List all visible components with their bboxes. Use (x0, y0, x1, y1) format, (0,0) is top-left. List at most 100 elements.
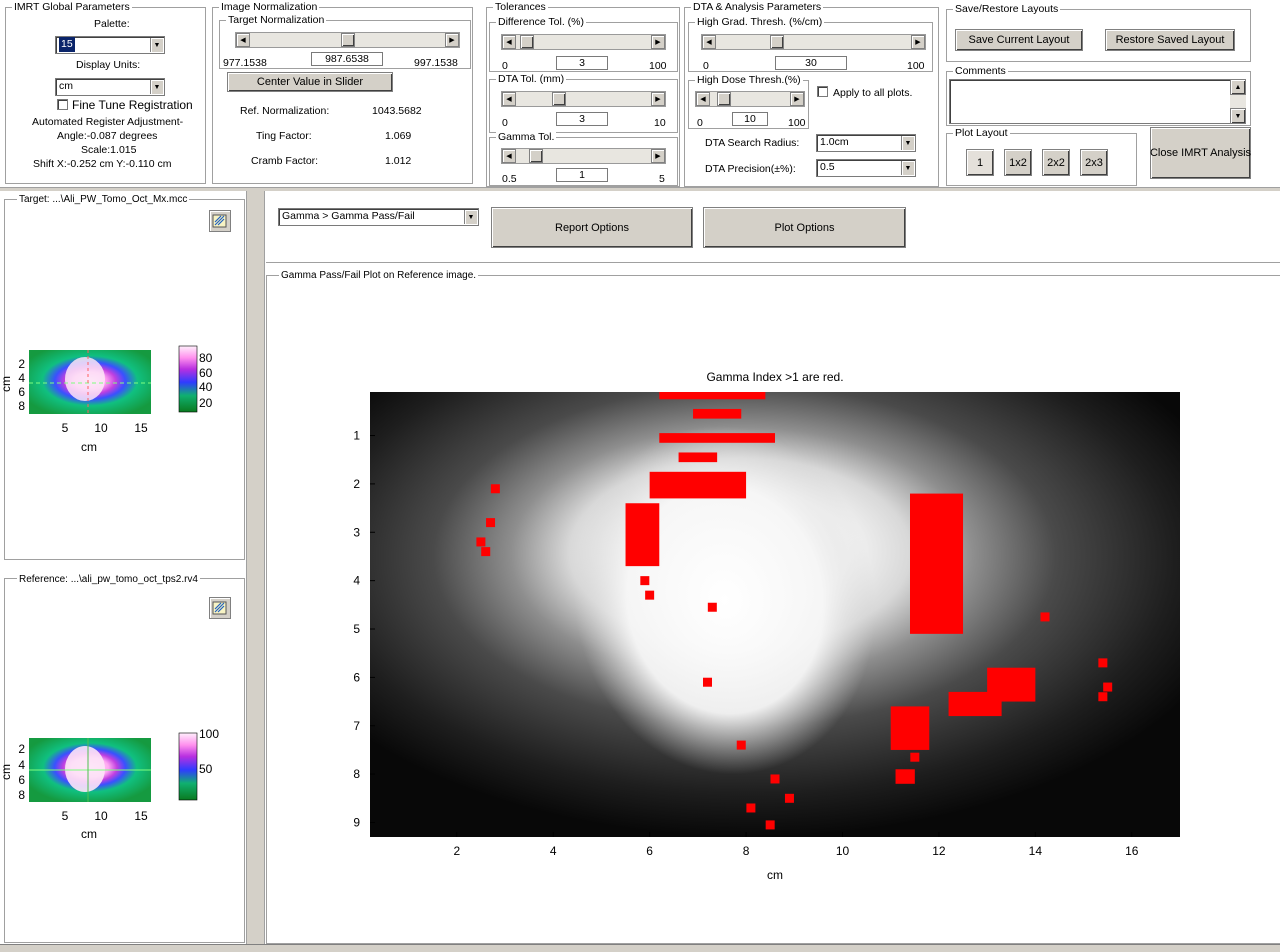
x-tick-label: 6 (646, 844, 653, 858)
slider-left-arrow-icon[interactable]: ◀ (696, 92, 710, 106)
slider-thumb[interactable] (770, 35, 785, 49)
gamma-tol-value[interactable]: 1 (556, 168, 608, 182)
layout-1x2-button[interactable]: 1x2 (1004, 149, 1032, 176)
bottom-tab-strip[interactable] (0, 944, 1280, 952)
slider-left-arrow-icon[interactable]: ◀ (502, 149, 516, 163)
gamma-fail-pixel (707, 602, 717, 612)
target-dose-map[interactable]: 2 4 6 8 5 10 15 cm cm 80 60 40 20 (0, 340, 240, 460)
layout-2x2-button[interactable]: 2x2 (1042, 149, 1070, 176)
center-value-button[interactable]: Center Value in Slider (227, 72, 393, 92)
comments-textarea[interactable] (949, 79, 1236, 124)
slider-thumb[interactable] (519, 35, 534, 49)
scroll-down-icon[interactable]: ▼ (1230, 108, 1246, 124)
slider-right-arrow-icon[interactable]: ▶ (651, 149, 665, 163)
slider-right-arrow-icon[interactable]: ▶ (651, 92, 665, 106)
shift-text: Shift X:-0.252 cm Y:-0.110 cm (33, 158, 172, 170)
chevron-down-icon[interactable]: ▼ (150, 80, 163, 94)
high-grad-thresh-value[interactable]: 30 (775, 56, 847, 70)
slider-left-arrow-icon[interactable]: ◀ (702, 35, 716, 49)
difference-tol-value[interactable]: 3 (556, 56, 608, 70)
ruler-tool-icon[interactable] (209, 210, 231, 232)
gamma-plot-frame-title: Gamma Pass/Fail Plot on Reference image. (279, 270, 479, 282)
slider-left-arrow-icon[interactable]: ◀ (502, 35, 516, 49)
palette-select[interactable]: 15 ▼ (55, 36, 165, 54)
angle-text: Angle:-0.087 degrees (57, 130, 158, 142)
reference-hotspot (65, 746, 105, 792)
chevron-down-icon[interactable]: ▼ (901, 136, 914, 150)
scroll-up-icon[interactable]: ▲ (1230, 79, 1246, 95)
slider-thumb[interactable] (716, 92, 731, 106)
slider-right-arrow-icon[interactable]: ▶ (911, 35, 925, 49)
layout-2x3-button[interactable]: 2x3 (1080, 149, 1108, 176)
difference-tol-slider[interactable]: ◀ ▶ (501, 34, 666, 50)
reference-colorbar (178, 732, 198, 801)
y-tick-label: 8 (353, 767, 360, 781)
reference-dose-map[interactable]: 2 4 6 8 5 10 15 cm cm 100 50 (0, 726, 240, 846)
target-colorbar-tick: 80 (199, 351, 213, 365)
target-colorbar-tick: 40 (199, 380, 213, 394)
ruler-tool-icon[interactable] (209, 597, 231, 619)
gamma-fail-region (910, 493, 964, 634)
target-slider-value[interactable]: 987.6538 (311, 52, 383, 66)
gamma-fail-region (948, 691, 1002, 717)
close-imrt-analysis-button[interactable]: Close IMRT Analysis (1150, 127, 1251, 179)
high-dose-thresh-slider[interactable]: ◀ ▶ (695, 91, 805, 107)
target-slider-min: 977.1538 (223, 57, 267, 69)
target-slider-max: 997.1538 (414, 57, 458, 69)
slider-left-arrow-icon[interactable]: ◀ (502, 92, 516, 106)
target-x-axis-label: cm (81, 440, 97, 454)
difference-tol-title: Difference Tol. (%) (496, 16, 586, 28)
y-tick-label: 4 (353, 574, 360, 588)
slider-thumb[interactable] (552, 92, 567, 106)
slider-left-arrow-icon[interactable]: ◀ (236, 33, 250, 47)
apply-all-checkbox[interactable] (817, 86, 828, 97)
plot-type-select[interactable]: Gamma > Gamma Pass/Fail ▼ (278, 208, 479, 226)
target-hotspot (65, 357, 105, 401)
target-y-tick: 2 (18, 357, 25, 371)
gamma-fail-pixel (1098, 692, 1108, 702)
high-dose-thresh-title: High Dose Thresh.(%) (695, 74, 803, 86)
left-panel-splitter[interactable] (246, 191, 265, 944)
dta-search-radius-select[interactable]: 1.0cm ▼ (816, 134, 916, 152)
slider-right-arrow-icon[interactable]: ▶ (651, 35, 665, 49)
cramb-factor-label: Cramb Factor: (251, 155, 319, 167)
high-grad-thresh-title: High Grad. Thresh. (%/cm) (695, 16, 825, 28)
report-options-button[interactable]: Report Options (491, 207, 693, 248)
gamma-fail-layer (476, 392, 1113, 830)
slider-thumb[interactable] (529, 149, 544, 163)
chevron-down-icon[interactable]: ▼ (901, 161, 914, 175)
target-normalization-slider[interactable]: ◀ ▶ (235, 32, 460, 48)
target-colorbar-tick: 60 (199, 366, 213, 380)
fine-tune-checkbox[interactable] (57, 99, 68, 110)
fine-tune-label: Fine Tune Registration (72, 98, 193, 112)
gamma-fail-pixel (645, 590, 655, 600)
dta-tol-value[interactable]: 3 (556, 112, 608, 126)
ruler-tool-icon-graphic (212, 214, 227, 228)
high-grad-thresh-slider[interactable]: ◀ ▶ (701, 34, 926, 50)
horizontal-separator[interactable] (0, 187, 1280, 191)
chevron-down-icon[interactable]: ▼ (150, 38, 163, 52)
y-tick-label: 5 (353, 622, 360, 636)
gamma-tol-slider[interactable]: ◀ ▶ (501, 148, 666, 164)
plot-options-button[interactable]: Plot Options (703, 207, 906, 248)
slider-thumb[interactable] (340, 33, 355, 47)
layout-1-button[interactable]: 1 (966, 149, 994, 176)
high-dose-thresh-value[interactable]: 10 (732, 112, 768, 126)
chevron-down-icon[interactable]: ▼ (464, 210, 477, 224)
dta-analysis-group: DTA & Analysis Parameters High Grad. Thr… (684, 1, 939, 187)
ref-normalization-value: 1043.5682 (372, 105, 422, 117)
display-units-select[interactable]: cm ▼ (55, 78, 165, 96)
gamma-tol-group: Gamma Tol. (489, 131, 678, 186)
dta-tol-slider[interactable]: ◀ ▶ (501, 91, 666, 107)
gamma-fail-pixel (910, 752, 920, 762)
slider-right-arrow-icon[interactable]: ▶ (445, 33, 459, 47)
slider-right-arrow-icon[interactable]: ▶ (790, 92, 804, 106)
dta-precision-select[interactable]: 0.5 ▼ (816, 159, 916, 177)
gamma-fail-pixel (1098, 658, 1108, 668)
restore-layout-button[interactable]: Restore Saved Layout (1105, 29, 1235, 51)
target-x-tick: 5 (62, 421, 69, 435)
save-layout-button[interactable]: Save Current Layout (955, 29, 1083, 51)
gamma-fail-pixel (476, 537, 486, 547)
comments-scrollbar[interactable]: ▲ ▼ (1230, 79, 1246, 124)
